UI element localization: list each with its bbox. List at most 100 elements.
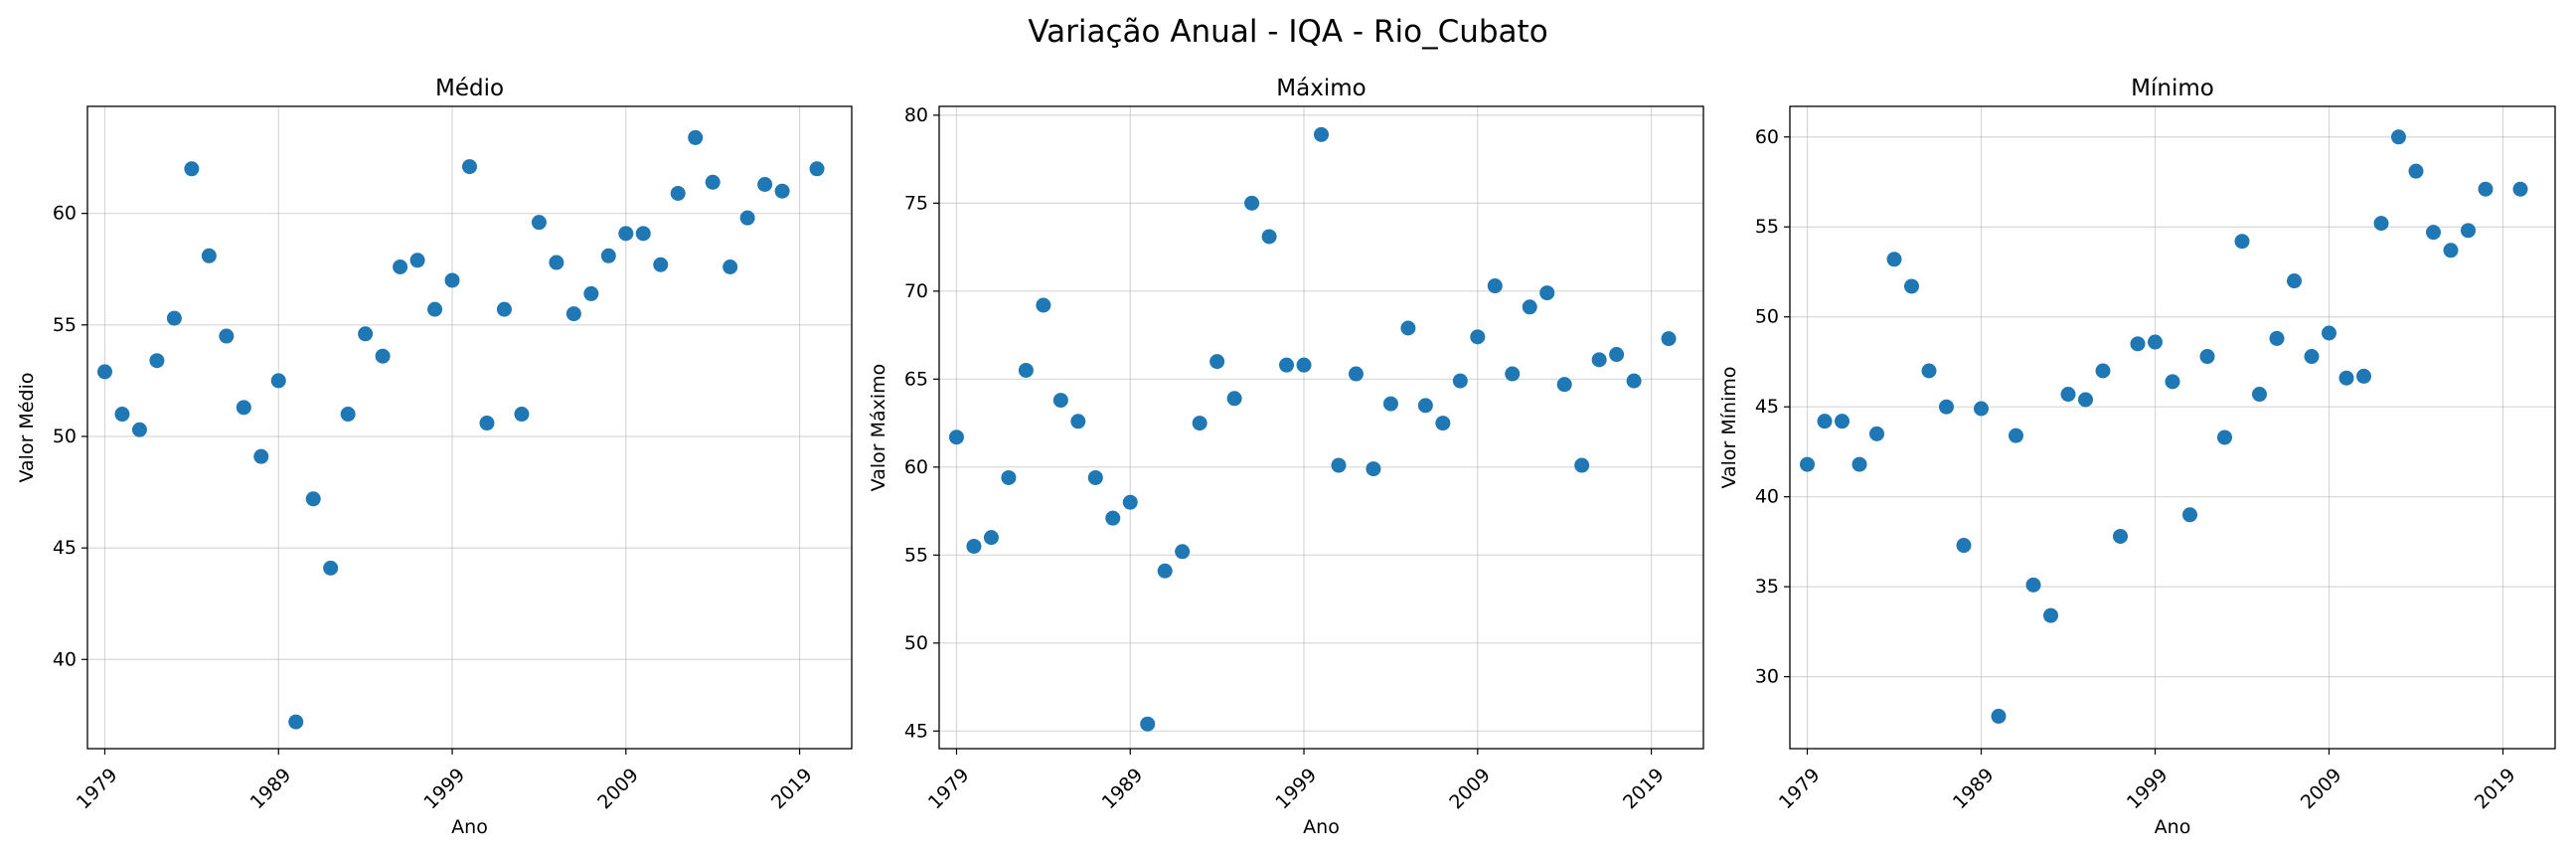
data-point — [2252, 387, 2267, 403]
data-point — [688, 129, 704, 145]
data-point — [409, 253, 425, 268]
data-point — [1105, 510, 1121, 526]
panel-title: Mínimo — [2131, 76, 2214, 101]
data-point — [2461, 223, 2476, 239]
data-point — [983, 530, 999, 546]
data-point — [1505, 366, 1521, 382]
data-point — [2199, 349, 2215, 365]
x-tick-label: 2009 — [593, 765, 643, 814]
x-tick-label: 2009 — [2297, 765, 2346, 814]
y-tick-label: 45 — [904, 720, 928, 742]
data-point — [1556, 377, 1572, 393]
data-point — [1939, 399, 1954, 415]
y-tick-label: 45 — [1755, 396, 1779, 418]
data-point — [2078, 392, 2093, 408]
data-point — [444, 272, 460, 288]
data-point — [565, 306, 581, 322]
data-point — [2287, 273, 2302, 289]
data-point — [1991, 708, 2007, 724]
data-point — [809, 161, 825, 177]
data-point — [1244, 195, 1260, 211]
y-tick-label: 75 — [904, 192, 928, 214]
y-tick-label: 65 — [904, 368, 928, 390]
data-point — [618, 226, 634, 242]
data-point — [1417, 398, 1433, 414]
data-point — [1574, 457, 1590, 473]
data-point — [1018, 362, 1034, 378]
x-axis-label: Ano — [451, 816, 488, 838]
axes-frame — [86, 105, 853, 750]
data-point — [1175, 544, 1191, 560]
data-point — [2165, 374, 2180, 390]
y-tick-label: 55 — [53, 314, 77, 336]
figure-suptitle: Variação Anual - IQA - Rio_Cubato — [1028, 14, 1547, 50]
x-tick-label: 1999 — [1271, 765, 1321, 814]
x-tick-label: 1989 — [1949, 765, 1999, 814]
data-point — [1470, 329, 1486, 345]
y-tick-label: 50 — [53, 426, 77, 447]
data-point — [393, 259, 408, 274]
data-point — [96, 364, 112, 380]
data-point — [1314, 126, 1329, 142]
x-tick-label: 1979 — [1775, 765, 1825, 814]
data-point — [1296, 357, 1312, 373]
data-point — [2322, 325, 2336, 341]
data-point — [166, 310, 182, 326]
data-point — [549, 255, 564, 270]
data-point — [2148, 334, 2163, 350]
data-point — [1539, 285, 1555, 301]
x-tick-label: 2019 — [1619, 765, 1669, 814]
data-point — [1452, 373, 1468, 389]
y-tick-label: 55 — [904, 544, 928, 566]
data-point — [2373, 216, 2389, 232]
panel-title: Médio — [435, 76, 504, 101]
data-point — [2025, 577, 2041, 593]
data-point — [774, 183, 790, 199]
data-point — [253, 448, 269, 464]
data-point — [635, 226, 651, 242]
data-point — [131, 422, 147, 437]
data-point — [479, 416, 495, 431]
data-point — [2009, 428, 2023, 443]
data-point — [1052, 393, 1068, 409]
y-tick-label: 30 — [1755, 666, 1779, 688]
data-point — [201, 248, 217, 263]
data-point — [288, 714, 304, 730]
data-point — [1279, 357, 1295, 373]
data-point — [1366, 461, 1381, 477]
axes-frame — [938, 105, 1704, 750]
data-point — [2408, 163, 2424, 179]
data-point — [496, 301, 512, 317]
data-point — [219, 328, 235, 344]
y-tick-label: 50 — [1755, 306, 1779, 328]
data-point — [1435, 416, 1451, 431]
data-point — [948, 430, 964, 445]
data-point — [358, 326, 374, 342]
data-point — [1904, 278, 1919, 294]
data-point — [2391, 129, 2406, 145]
data-point — [1974, 401, 1989, 417]
data-point — [1261, 229, 1277, 245]
data-point — [653, 257, 669, 272]
data-point — [1852, 456, 1867, 472]
data-point — [1835, 414, 1850, 430]
x-tick-label: 1999 — [2123, 765, 2173, 814]
y-axis-label: Valor Máximo — [868, 364, 889, 492]
data-point — [670, 185, 686, 201]
y-tick-label: 70 — [904, 280, 928, 302]
x-tick-label: 1989 — [246, 765, 296, 814]
data-point — [1800, 456, 1815, 472]
data-point — [1001, 469, 1017, 485]
data-point — [2043, 607, 2058, 623]
data-point — [1626, 373, 1642, 389]
data-point — [705, 174, 721, 190]
data-point — [270, 373, 286, 389]
x-tick-label: 1979 — [73, 765, 122, 814]
data-point — [757, 177, 773, 193]
data-point — [1609, 347, 1625, 363]
data-point — [531, 215, 547, 231]
axes-frame — [1789, 105, 2556, 750]
data-point — [583, 285, 599, 301]
y-tick-label: 40 — [1755, 486, 1779, 508]
x-tick-label: 1979 — [924, 765, 974, 814]
